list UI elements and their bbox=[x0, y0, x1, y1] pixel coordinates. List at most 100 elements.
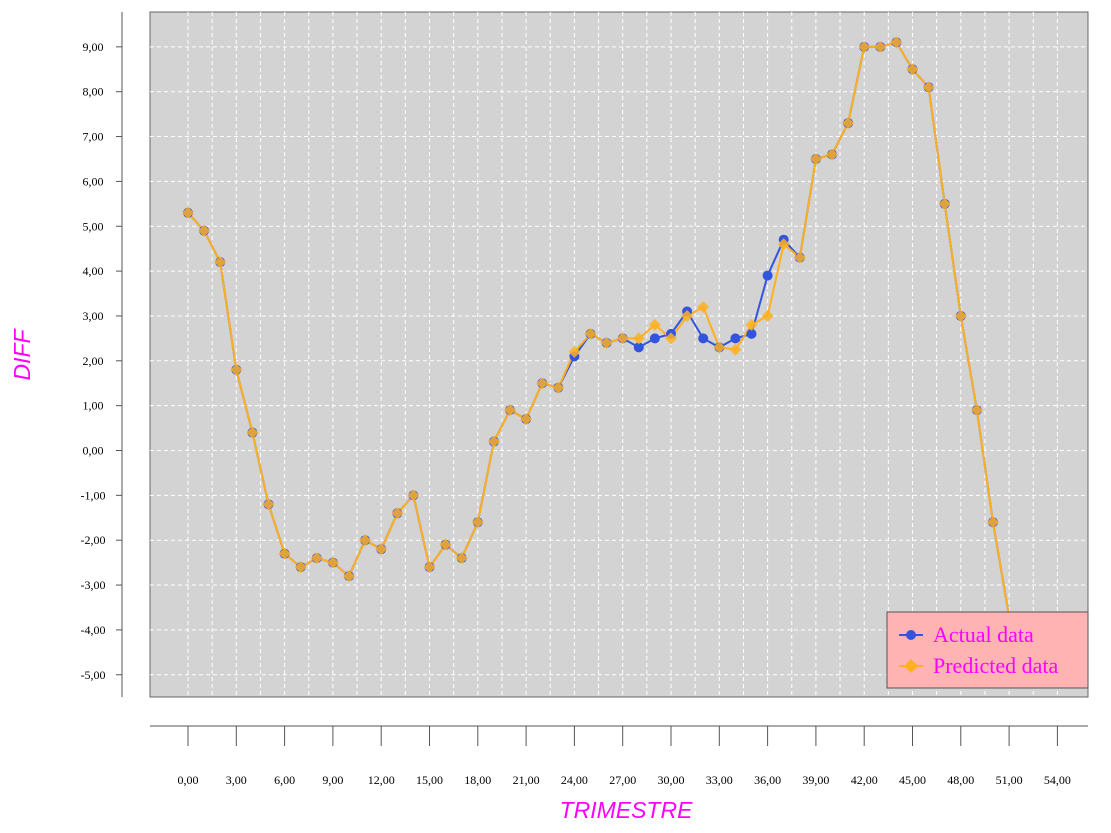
predicted-data-point bbox=[359, 534, 372, 547]
y-axis-title: DIFF bbox=[9, 328, 35, 381]
actual-data-point bbox=[698, 333, 709, 344]
y-tick-label: 5,00 bbox=[83, 219, 104, 233]
y-tick-label: -1,00 bbox=[81, 488, 106, 502]
y-tick-label: 0,00 bbox=[83, 444, 104, 458]
predicted-data-point bbox=[487, 435, 500, 448]
y-tick-label: 3,00 bbox=[83, 309, 104, 323]
legend-box bbox=[886, 611, 1089, 689]
predicted-data-point bbox=[970, 404, 983, 417]
y-tick-label: 2,00 bbox=[83, 354, 104, 368]
x-tick-label: 33,00 bbox=[706, 773, 733, 787]
actual-data-point bbox=[649, 333, 660, 344]
predicted-data-point bbox=[987, 516, 999, 529]
predicted-data-point bbox=[681, 309, 694, 322]
x-tick-label: 51,00 bbox=[996, 773, 1023, 787]
actual-data-point bbox=[762, 270, 773, 281]
predicted-data-point bbox=[246, 426, 259, 439]
y-tick-label: -4,00 bbox=[81, 623, 106, 637]
predicted-data-point bbox=[632, 332, 645, 345]
predicted-data-point bbox=[809, 152, 822, 165]
predicted-data-point bbox=[826, 148, 838, 161]
x-tick-label: 24,00 bbox=[561, 773, 588, 787]
actual-data-point bbox=[730, 333, 741, 344]
predicted-data-point bbox=[375, 543, 388, 556]
x-tick-label: 30,00 bbox=[658, 773, 685, 787]
x-tick-label: 0,00 bbox=[178, 773, 199, 787]
predicted-data-point bbox=[793, 251, 806, 264]
predicted-data-point bbox=[520, 413, 533, 426]
x-tick-label: 3,00 bbox=[226, 773, 247, 787]
predicted-data-point bbox=[343, 570, 355, 583]
predicted-data-point bbox=[890, 36, 903, 49]
plot-area bbox=[149, 11, 1089, 698]
x-axis-ticks: 0,00 3,00 6,00 9,00 12,00 15,00 18,00 21,00 24,0… bbox=[178, 726, 1071, 787]
predicted-data-point bbox=[584, 327, 597, 340]
predicted-data-point bbox=[230, 363, 243, 376]
predicted-data-point bbox=[471, 516, 484, 529]
predicted-data-point bbox=[600, 336, 613, 349]
y-tick-label: -2,00 bbox=[81, 533, 106, 547]
y-tick-label: -3,00 bbox=[81, 578, 106, 592]
predicted-data-point bbox=[455, 552, 468, 565]
x-tick-label: 45,00 bbox=[899, 773, 926, 787]
predicted-data-point bbox=[294, 561, 307, 574]
predicted-data-point bbox=[504, 404, 516, 417]
predicted-data-point bbox=[665, 332, 677, 345]
y-tick-label: 1,00 bbox=[83, 399, 104, 413]
predicted-data-point bbox=[616, 332, 629, 345]
predicted-data-point bbox=[536, 377, 549, 390]
y-tick-label: 4,00 bbox=[83, 264, 104, 278]
predicted-data-point bbox=[278, 547, 291, 560]
y-tick-label: 9,00 bbox=[83, 40, 104, 54]
predicted-data-point bbox=[423, 561, 436, 574]
actual-data-point bbox=[633, 342, 644, 353]
series-layer bbox=[182, 36, 1016, 623]
predicted-data-point bbox=[713, 341, 726, 354]
x-tick-label: 15,00 bbox=[416, 773, 443, 787]
predicted-data-point bbox=[439, 538, 452, 551]
predicted-data-point bbox=[262, 498, 275, 511]
predicted-data-point bbox=[198, 224, 211, 237]
predicted-data-point bbox=[954, 309, 967, 322]
x-tick-label: 6,00 bbox=[274, 773, 295, 787]
predicted-data-point bbox=[648, 318, 661, 331]
x-tick-label: 27,00 bbox=[609, 773, 636, 787]
predicted-data-point bbox=[777, 238, 790, 251]
predicted-data-point bbox=[938, 197, 951, 210]
predicted-data-point bbox=[214, 256, 227, 269]
predicted-data-point bbox=[922, 81, 935, 94]
predicted-data-point bbox=[745, 318, 758, 331]
y-tick-label: 7,00 bbox=[83, 130, 104, 144]
x-tick-label: 9,00 bbox=[322, 773, 343, 787]
x-axis-title: TRIMESTRE bbox=[560, 797, 694, 823]
predicted-data-point bbox=[182, 206, 194, 219]
predicted-data-point bbox=[906, 63, 919, 76]
x-tick-label: 12,00 bbox=[368, 773, 395, 787]
legend: Actual data Predicted data bbox=[886, 611, 1089, 689]
grid-lines bbox=[150, 12, 1088, 697]
predicted-data-point bbox=[310, 552, 323, 565]
predicted-data-point bbox=[407, 489, 420, 502]
predicted-data-point bbox=[568, 345, 581, 358]
y-tick-label: 6,00 bbox=[83, 174, 104, 188]
legend-predicted-marker bbox=[904, 659, 918, 673]
x-tick-label: 36,00 bbox=[754, 773, 781, 787]
x-tick-label: 39,00 bbox=[802, 773, 829, 787]
legend-actual-marker bbox=[906, 630, 916, 640]
y-tick-label: 8,00 bbox=[83, 85, 104, 99]
y-axis-ticks: 9,00 8,00 7,00 6,00 5,00 4,00 3,00 2,00 1,00 0,00… bbox=[81, 40, 122, 682]
x-tick-label: 42,00 bbox=[851, 773, 878, 787]
legend-predicted-label: Predicted data bbox=[933, 653, 1058, 678]
predicted-data-point bbox=[842, 117, 855, 130]
predicted-data-point bbox=[874, 40, 887, 53]
y-tick-label: -5,00 bbox=[81, 668, 106, 682]
x-tick-label: 48,00 bbox=[947, 773, 974, 787]
predicted-data-point bbox=[552, 381, 565, 394]
predicted-data-point bbox=[729, 343, 742, 356]
x-tick-label: 54,00 bbox=[1044, 773, 1071, 787]
predicted-data-point bbox=[391, 507, 404, 520]
series-line-predicted bbox=[187, 41, 1011, 617]
x-tick-label: 21,00 bbox=[513, 773, 540, 787]
predicted-data-point bbox=[858, 40, 871, 53]
